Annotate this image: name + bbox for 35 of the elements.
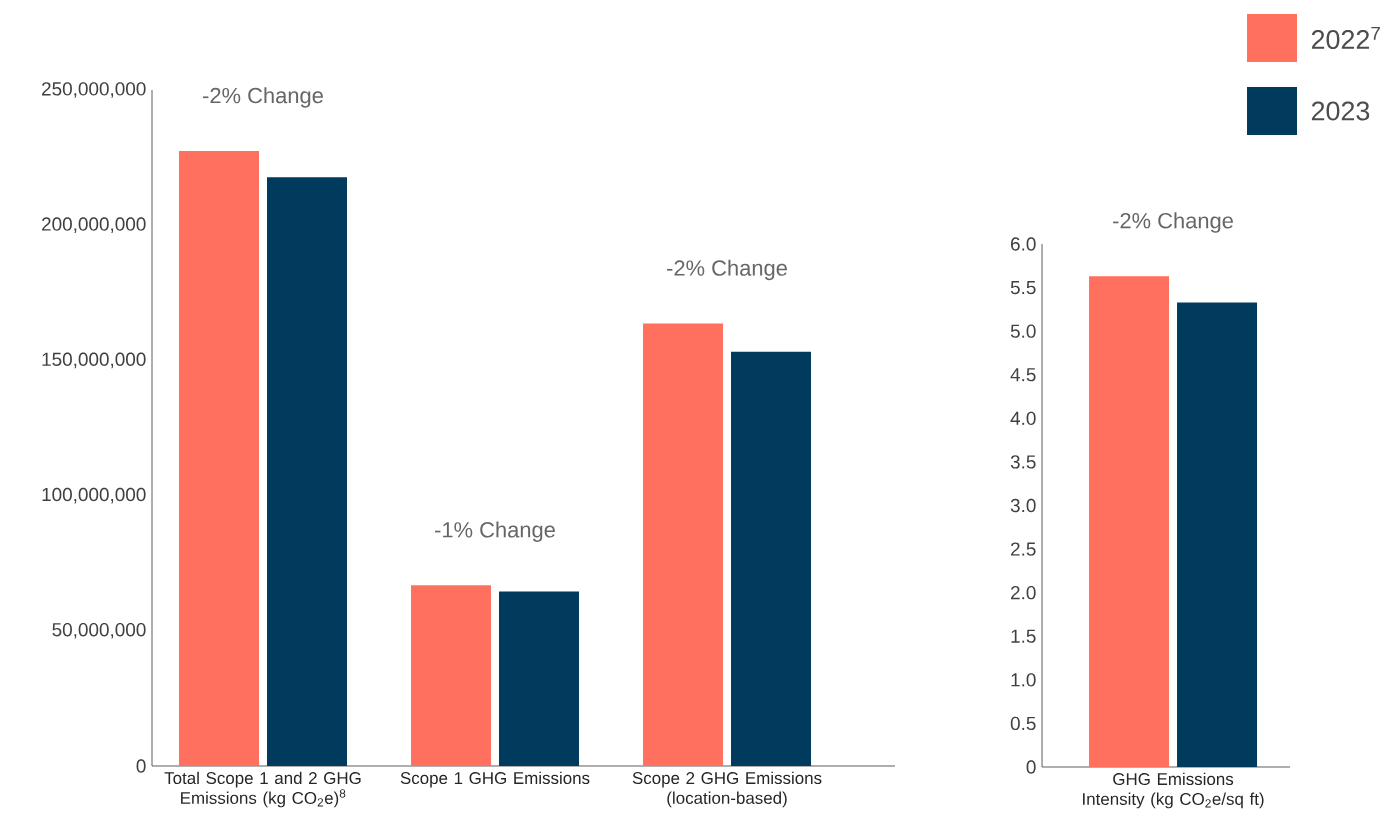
bar — [731, 351, 812, 766]
x-tick-label: Scope 2 GHG Emissions (location-based) — [632, 771, 822, 808]
y-tick-label: 0 — [1026, 760, 1036, 774]
annotation: -2% Change — [667, 259, 787, 281]
bar — [499, 591, 580, 766]
y-tick-label: 1.0 — [1011, 673, 1036, 687]
bar — [179, 151, 259, 766]
legend-label: 2023 — [1311, 101, 1370, 121]
y-tick-label: 4.0 — [1010, 411, 1036, 426]
y-tick-label: 5.5 — [1010, 280, 1036, 295]
y-tick-label: 50,000,000 — [52, 622, 146, 639]
text: -2% Change — [1113, 212, 1233, 233]
y-tick-label: 0 — [136, 759, 146, 773]
y-tick-label: 2.5 — [1011, 542, 1036, 556]
y-tick-label: 2.0 — [1011, 585, 1036, 600]
x-tick-label: Total Scope 1 and 2 GHG Emissions (kg CO$_{2}$e)$^{8}$ — [164, 771, 361, 808]
annotation: -2% Change — [203, 87, 323, 108]
x-tick-label: Scope 1 GHG Emissions — [400, 771, 590, 788]
y-tick-label: 0.5 — [1010, 716, 1036, 731]
y-tick-label: 3.5 — [1010, 455, 1036, 469]
y-tick-label: 1.5 — [1011, 629, 1036, 643]
y-tick-label: 250,000,000 — [42, 82, 146, 98]
y-tick-label: 3.0 — [1010, 498, 1036, 513]
bar — [267, 177, 347, 766]
y-tick-label: 4.5 — [1010, 368, 1036, 382]
bar — [411, 585, 492, 766]
annotation: -1% Change — [435, 521, 555, 542]
y-tick-label: 6.0 — [1011, 237, 1036, 251]
y-tick-label: 100,000,000 — [42, 487, 146, 504]
bar — [643, 323, 724, 766]
y-tick-label: 200,000,000 — [42, 217, 146, 234]
x-tick-label: GHG Emissions Intensity (kg CO$_{2}$e/sq ft) — [1083, 772, 1264, 809]
y-tick-label: 5.0 — [1010, 324, 1036, 338]
legend-label: 2022$^{7}$ — [1311, 26, 1380, 50]
y-tick-label: 150,000,000 — [42, 352, 146, 369]
